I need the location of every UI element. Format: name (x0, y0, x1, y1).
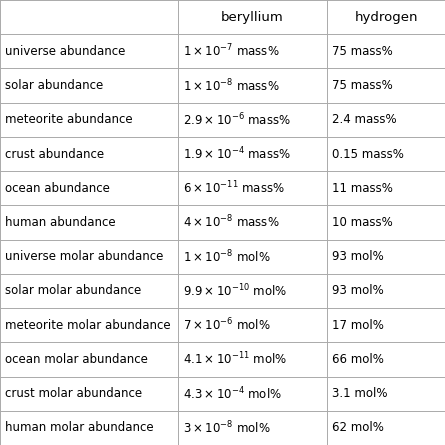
Text: $1.9\times10^{-4}$ mass%: $1.9\times10^{-4}$ mass% (183, 146, 291, 162)
Text: solar molar abundance: solar molar abundance (5, 284, 142, 297)
Text: human abundance: human abundance (5, 216, 116, 229)
Text: ocean abundance: ocean abundance (5, 182, 110, 195)
Text: 2.4 mass%: 2.4 mass% (332, 113, 397, 126)
Text: $9.9\times10^{-10}$ mol%: $9.9\times10^{-10}$ mol% (183, 283, 287, 299)
Text: 0.15 mass%: 0.15 mass% (332, 148, 405, 161)
Text: $1\times10^{-8}$ mol%: $1\times10^{-8}$ mol% (183, 248, 271, 265)
Text: universe molar abundance: universe molar abundance (5, 250, 164, 263)
Text: crust abundance: crust abundance (5, 148, 105, 161)
Text: 10 mass%: 10 mass% (332, 216, 393, 229)
Text: 11 mass%: 11 mass% (332, 182, 393, 195)
Text: $7\times10^{-6}$ mol%: $7\times10^{-6}$ mol% (183, 317, 271, 333)
Text: $6\times10^{-11}$ mass%: $6\times10^{-11}$ mass% (183, 180, 285, 197)
Text: 93 mol%: 93 mol% (332, 250, 384, 263)
Text: meteorite molar abundance: meteorite molar abundance (5, 319, 171, 332)
Text: beryllium: beryllium (221, 11, 284, 24)
Text: universe abundance: universe abundance (5, 45, 126, 58)
Text: 75 mass%: 75 mass% (332, 79, 393, 92)
Text: crust molar abundance: crust molar abundance (5, 387, 142, 400)
Text: $4.3\times10^{-4}$ mol%: $4.3\times10^{-4}$ mol% (183, 385, 282, 402)
Text: $4.1\times10^{-11}$ mol%: $4.1\times10^{-11}$ mol% (183, 351, 287, 368)
Text: $3\times10^{-8}$ mol%: $3\times10^{-8}$ mol% (183, 420, 271, 436)
Text: 3.1 mol%: 3.1 mol% (332, 387, 388, 400)
Text: hydrogen: hydrogen (354, 11, 418, 24)
Text: 75 mass%: 75 mass% (332, 45, 393, 58)
Text: $1\times10^{-8}$ mass%: $1\times10^{-8}$ mass% (183, 77, 280, 94)
Text: ocean molar abundance: ocean molar abundance (5, 353, 148, 366)
Text: $4\times10^{-8}$ mass%: $4\times10^{-8}$ mass% (183, 214, 280, 231)
Text: 17 mol%: 17 mol% (332, 319, 384, 332)
Text: solar abundance: solar abundance (5, 79, 104, 92)
Text: meteorite abundance: meteorite abundance (5, 113, 133, 126)
Text: 66 mol%: 66 mol% (332, 353, 384, 366)
Text: 62 mol%: 62 mol% (332, 421, 384, 434)
Text: human molar abundance: human molar abundance (5, 421, 154, 434)
Text: 93 mol%: 93 mol% (332, 284, 384, 297)
Text: $1\times10^{-7}$ mass%: $1\times10^{-7}$ mass% (183, 43, 280, 60)
Text: $2.9\times10^{-6}$ mass%: $2.9\times10^{-6}$ mass% (183, 112, 291, 128)
